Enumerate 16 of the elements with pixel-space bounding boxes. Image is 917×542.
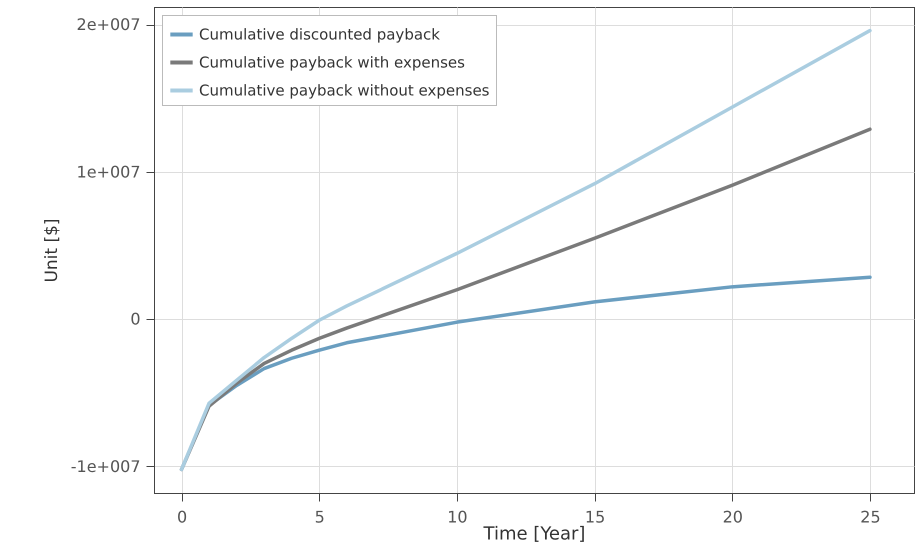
x-tick-label: 15 (584, 508, 606, 526)
x-tick-label: 0 (176, 508, 188, 526)
y-tick-label: 2e+007 (76, 15, 140, 34)
legend-label: Cumulative payback with expenses (199, 54, 466, 72)
legend-label: Cumulative payback without expenses (199, 82, 490, 100)
line-series (180, 28, 872, 472)
y-tick-label: 1e+007 (76, 162, 140, 182)
x-tick-label: 25 (860, 508, 881, 526)
y-axis-title: Unit [$] (42, 218, 62, 283)
y-tick-label: -1e+007 (70, 456, 140, 476)
x-axis-title: Time [Year] (482, 524, 586, 542)
x-tick-label: 10 (447, 508, 468, 526)
x-tick-label: 5 (314, 508, 325, 526)
x-tick-label: 20 (722, 508, 743, 526)
y-tick-label: 0 (130, 310, 140, 329)
legend-label: Cumulative discounted payback (199, 26, 440, 44)
